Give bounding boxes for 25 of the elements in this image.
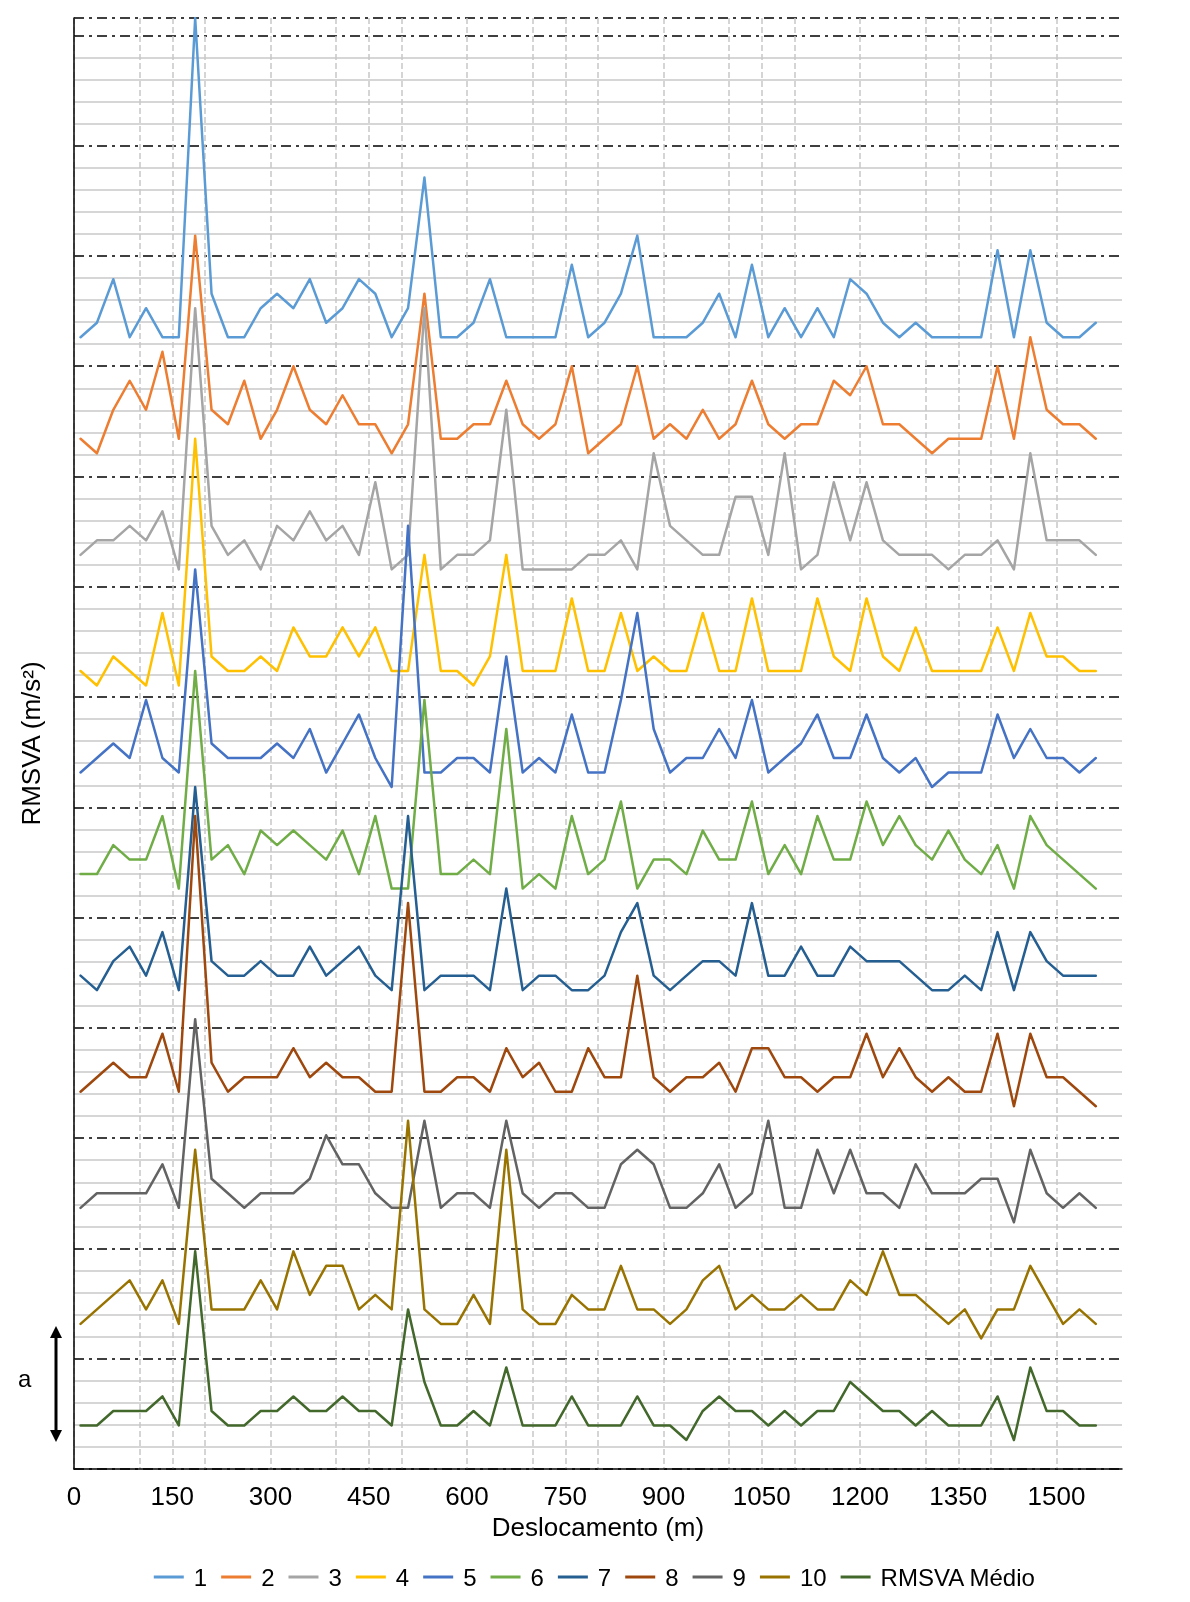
legend-label: 6 bbox=[530, 1563, 544, 1591]
legend-label: 7 bbox=[597, 1563, 612, 1591]
x-tick-label: 300 bbox=[248, 1481, 293, 1511]
x-tick-label: 750 bbox=[543, 1481, 587, 1511]
legend-label: 5 bbox=[463, 1563, 477, 1591]
x-tick-label: 450 bbox=[347, 1481, 391, 1511]
x-tick-label: 150 bbox=[150, 1481, 194, 1511]
text: a bbox=[18, 1364, 32, 1392]
legend-label: 10 bbox=[799, 1563, 827, 1591]
y-axis-title: RMSVA (m/s²) bbox=[16, 661, 46, 826]
x-tick-label: 1200 bbox=[831, 1481, 889, 1511]
legend-label: 8 bbox=[665, 1563, 679, 1591]
x-tick-label: 600 bbox=[445, 1481, 489, 1511]
legend-label: RMSVA Médio bbox=[880, 1563, 1035, 1591]
x-axis-title: Deslocamento (m) bbox=[491, 1511, 705, 1542]
x-tick-label: 1350 bbox=[929, 1481, 988, 1511]
x-tick-label: 900 bbox=[641, 1481, 686, 1511]
legend-label: 9 bbox=[732, 1563, 746, 1591]
legend-label: 2 bbox=[261, 1563, 275, 1591]
legend-label: 3 bbox=[328, 1563, 342, 1591]
legend-label: 4 bbox=[395, 1563, 410, 1591]
x-tick-label: 1050 bbox=[732, 1481, 791, 1511]
x-tick-label: 1500 bbox=[1027, 1481, 1086, 1511]
legend-label: 1 bbox=[193, 1563, 208, 1591]
x-tick-label: 0 bbox=[66, 1481, 82, 1511]
